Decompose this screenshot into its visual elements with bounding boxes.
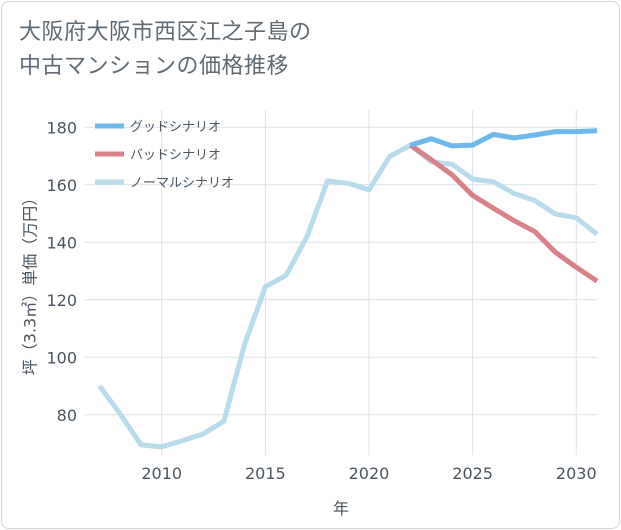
y-axis-title: 坪（3.3㎡）単価（万円） [21, 190, 40, 375]
series-lines [97, 128, 599, 450]
x-tick-label-2030: 2030 [556, 464, 597, 483]
legend-label-1: バッドシナリオ [130, 148, 221, 163]
x-tick-label-2015: 2015 [245, 464, 286, 483]
x-tick-label-2010: 2010 [141, 464, 182, 483]
legend-label-2: ノーマルシナリオ [130, 176, 234, 191]
chart-title: 大阪府大阪市西区江之子島の 中古マンションの価格推移 [19, 16, 312, 84]
y-tick-label-100: 100 [46, 348, 77, 367]
tick-labels: 2010 2015 2020 2025 2030 80 100 120 140 160 180 [46, 118, 596, 483]
x-tick-label-2025: 2025 [452, 464, 493, 483]
y-tick-label-80: 80 [57, 406, 77, 425]
chart-title-line-2: 中古マンションの価格推移 [19, 54, 290, 79]
series-line-0 [409, 128, 598, 149]
grid-lines [85, 110, 597, 455]
x-tick-label-2020: 2020 [349, 464, 390, 483]
chart-title-line-1: 大阪府大阪市西区江之子島の [19, 20, 312, 45]
legend-label-0: グッドシナリオ [130, 120, 221, 135]
y-tick-label-180: 180 [46, 118, 77, 137]
series-line-1 [408, 143, 599, 284]
y-tick-label-120: 120 [46, 291, 77, 310]
x-axis-title: 年 [333, 499, 349, 518]
series-line-2 [97, 142, 599, 450]
y-tick-label-140: 140 [46, 233, 77, 252]
y-tick-label-160: 160 [46, 176, 77, 195]
